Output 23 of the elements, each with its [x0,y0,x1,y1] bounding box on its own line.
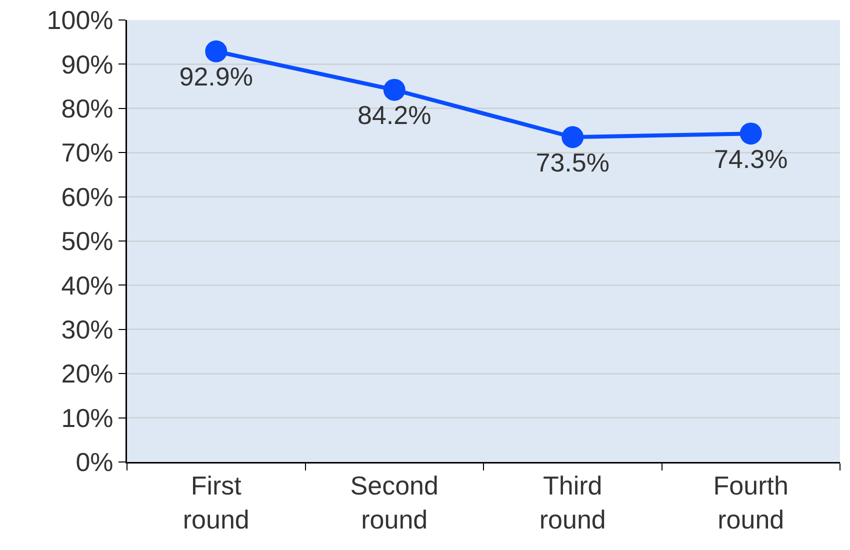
data-label: 73.5% [536,147,610,178]
point [562,126,584,148]
y-tick-label: 30% [61,314,114,344]
x-tick-label: Second round [350,470,438,534]
x-tick-label: First round [182,470,250,534]
point [205,40,228,62]
y-tick-label: 60% [61,182,114,212]
y-tick-label: 90% [61,49,114,80]
data-label: 74.3% [714,144,788,174]
point [740,122,762,145]
y-tick-label: 50% [61,226,114,256]
x-tick-label: Third round [539,470,606,534]
point [383,78,406,101]
y-tick-label: 80% [61,94,114,124]
data-label: 84.2% [358,100,432,130]
data-label: 92.9% [179,62,253,92]
y-tick-label: 70% [61,138,114,168]
y-tick-label: 0% [76,447,114,478]
y-tick-label: 10% [61,402,114,433]
x-tick-label: Fourth round [713,470,788,534]
y-tick-label: 100% [46,5,114,36]
y-tick-label: 20% [61,358,114,389]
y-tick-label: 40% [61,270,114,300]
